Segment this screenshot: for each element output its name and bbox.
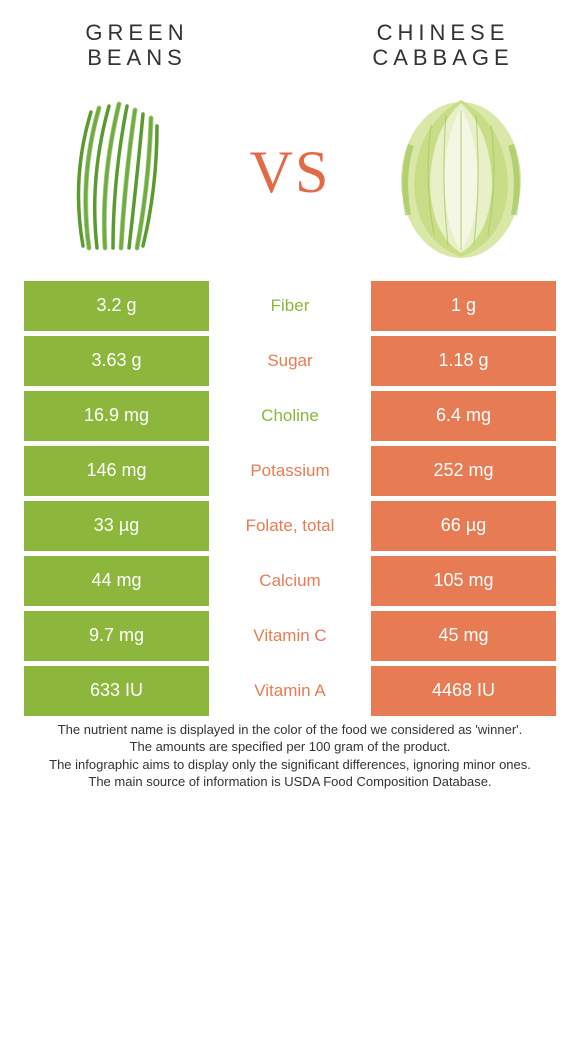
- footer-line-4: The main source of information is USDA F…: [32, 773, 548, 791]
- right-value: 6.4 mg: [371, 391, 556, 441]
- footer-line-1: The nutrient name is displayed in the co…: [32, 721, 548, 739]
- nutrient-row: 146 mgPotassium252 mg: [24, 446, 556, 496]
- nutrient-row: 3.2 gFiber1 g: [24, 281, 556, 331]
- header-row: GREEN BEANS CHINESE CABBAGE: [24, 20, 556, 71]
- footer-line-3: The infographic aims to display only the…: [32, 756, 548, 774]
- left-value: 146 mg: [24, 446, 209, 496]
- nutrient-row: 33 µgFolate, total66 µg: [24, 501, 556, 551]
- nutrient-table: 3.2 gFiber1 g3.63 gSugar1.18 g16.9 mgCho…: [24, 281, 556, 716]
- left-value: 3.2 g: [24, 281, 209, 331]
- left-food-image: [34, 83, 204, 263]
- nutrient-row: 3.63 gSugar1.18 g: [24, 336, 556, 386]
- right-food-line2: CABBAGE: [340, 45, 546, 70]
- nutrient-label: Calcium: [209, 556, 371, 606]
- left-food-title: GREEN BEANS: [34, 20, 240, 71]
- right-value: 66 µg: [371, 501, 556, 551]
- right-value: 105 mg: [371, 556, 556, 606]
- left-value: 16.9 mg: [24, 391, 209, 441]
- left-food-line2: BEANS: [34, 45, 240, 70]
- nutrient-label: Sugar: [209, 336, 371, 386]
- nutrient-row: 633 IUVitamin A4468 IU: [24, 666, 556, 716]
- right-value: 45 mg: [371, 611, 556, 661]
- nutrient-row: 16.9 mgCholine6.4 mg: [24, 391, 556, 441]
- footer-notes: The nutrient name is displayed in the co…: [24, 721, 556, 791]
- nutrient-label: Potassium: [209, 446, 371, 496]
- images-row: VS: [24, 83, 556, 263]
- nutrient-label: Vitamin A: [209, 666, 371, 716]
- right-value: 1.18 g: [371, 336, 556, 386]
- nutrient-label: Folate, total: [209, 501, 371, 551]
- right-value: 252 mg: [371, 446, 556, 496]
- left-value: 33 µg: [24, 501, 209, 551]
- left-value: 44 mg: [24, 556, 209, 606]
- right-value: 1 g: [371, 281, 556, 331]
- right-food-line1: CHINESE: [340, 20, 546, 45]
- nutrient-label: Choline: [209, 391, 371, 441]
- left-value: 3.63 g: [24, 336, 209, 386]
- left-food-line1: GREEN: [34, 20, 240, 45]
- nutrient-label: Fiber: [209, 281, 371, 331]
- right-food-image: [376, 83, 546, 263]
- nutrient-label: Vitamin C: [209, 611, 371, 661]
- left-value: 9.7 mg: [24, 611, 209, 661]
- right-food-title: CHINESE CABBAGE: [340, 20, 546, 71]
- right-value: 4468 IU: [371, 666, 556, 716]
- left-value: 633 IU: [24, 666, 209, 716]
- vs-label: VS: [250, 138, 331, 207]
- footer-line-2: The amounts are specified per 100 gram o…: [32, 738, 548, 756]
- nutrient-row: 9.7 mgVitamin C45 mg: [24, 611, 556, 661]
- nutrient-row: 44 mgCalcium105 mg: [24, 556, 556, 606]
